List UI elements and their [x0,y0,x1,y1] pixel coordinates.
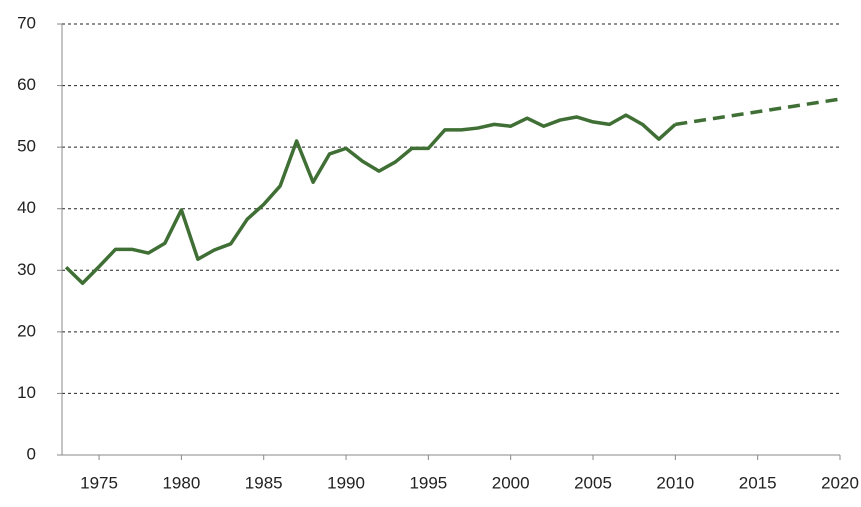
x-tick-label: 1995 [409,473,447,492]
y-tick-label: 60 [17,75,36,94]
x-tick-label: 2015 [739,473,777,492]
x-tick-label: 2000 [492,473,530,492]
x-tick-label: 1980 [162,473,200,492]
y-tick-label: 30 [17,260,36,279]
x-tick-label: 1985 [245,473,283,492]
y-tick-label: 40 [17,198,36,217]
x-tick-label: 2010 [656,473,694,492]
x-tick-label: 1990 [327,473,365,492]
x-tick-label: 2005 [574,473,612,492]
y-tick-label: 10 [17,383,36,402]
x-tick-label: 2020 [821,473,859,492]
series-line [64,113,677,285]
y-tick-label: 50 [17,137,36,156]
y-tick-label: 70 [17,13,36,32]
x-tick-label: 1975 [80,473,118,492]
y-tick-label: 20 [17,321,36,340]
y-tick-label: 0 [27,444,36,463]
series-line [675,97,841,127]
